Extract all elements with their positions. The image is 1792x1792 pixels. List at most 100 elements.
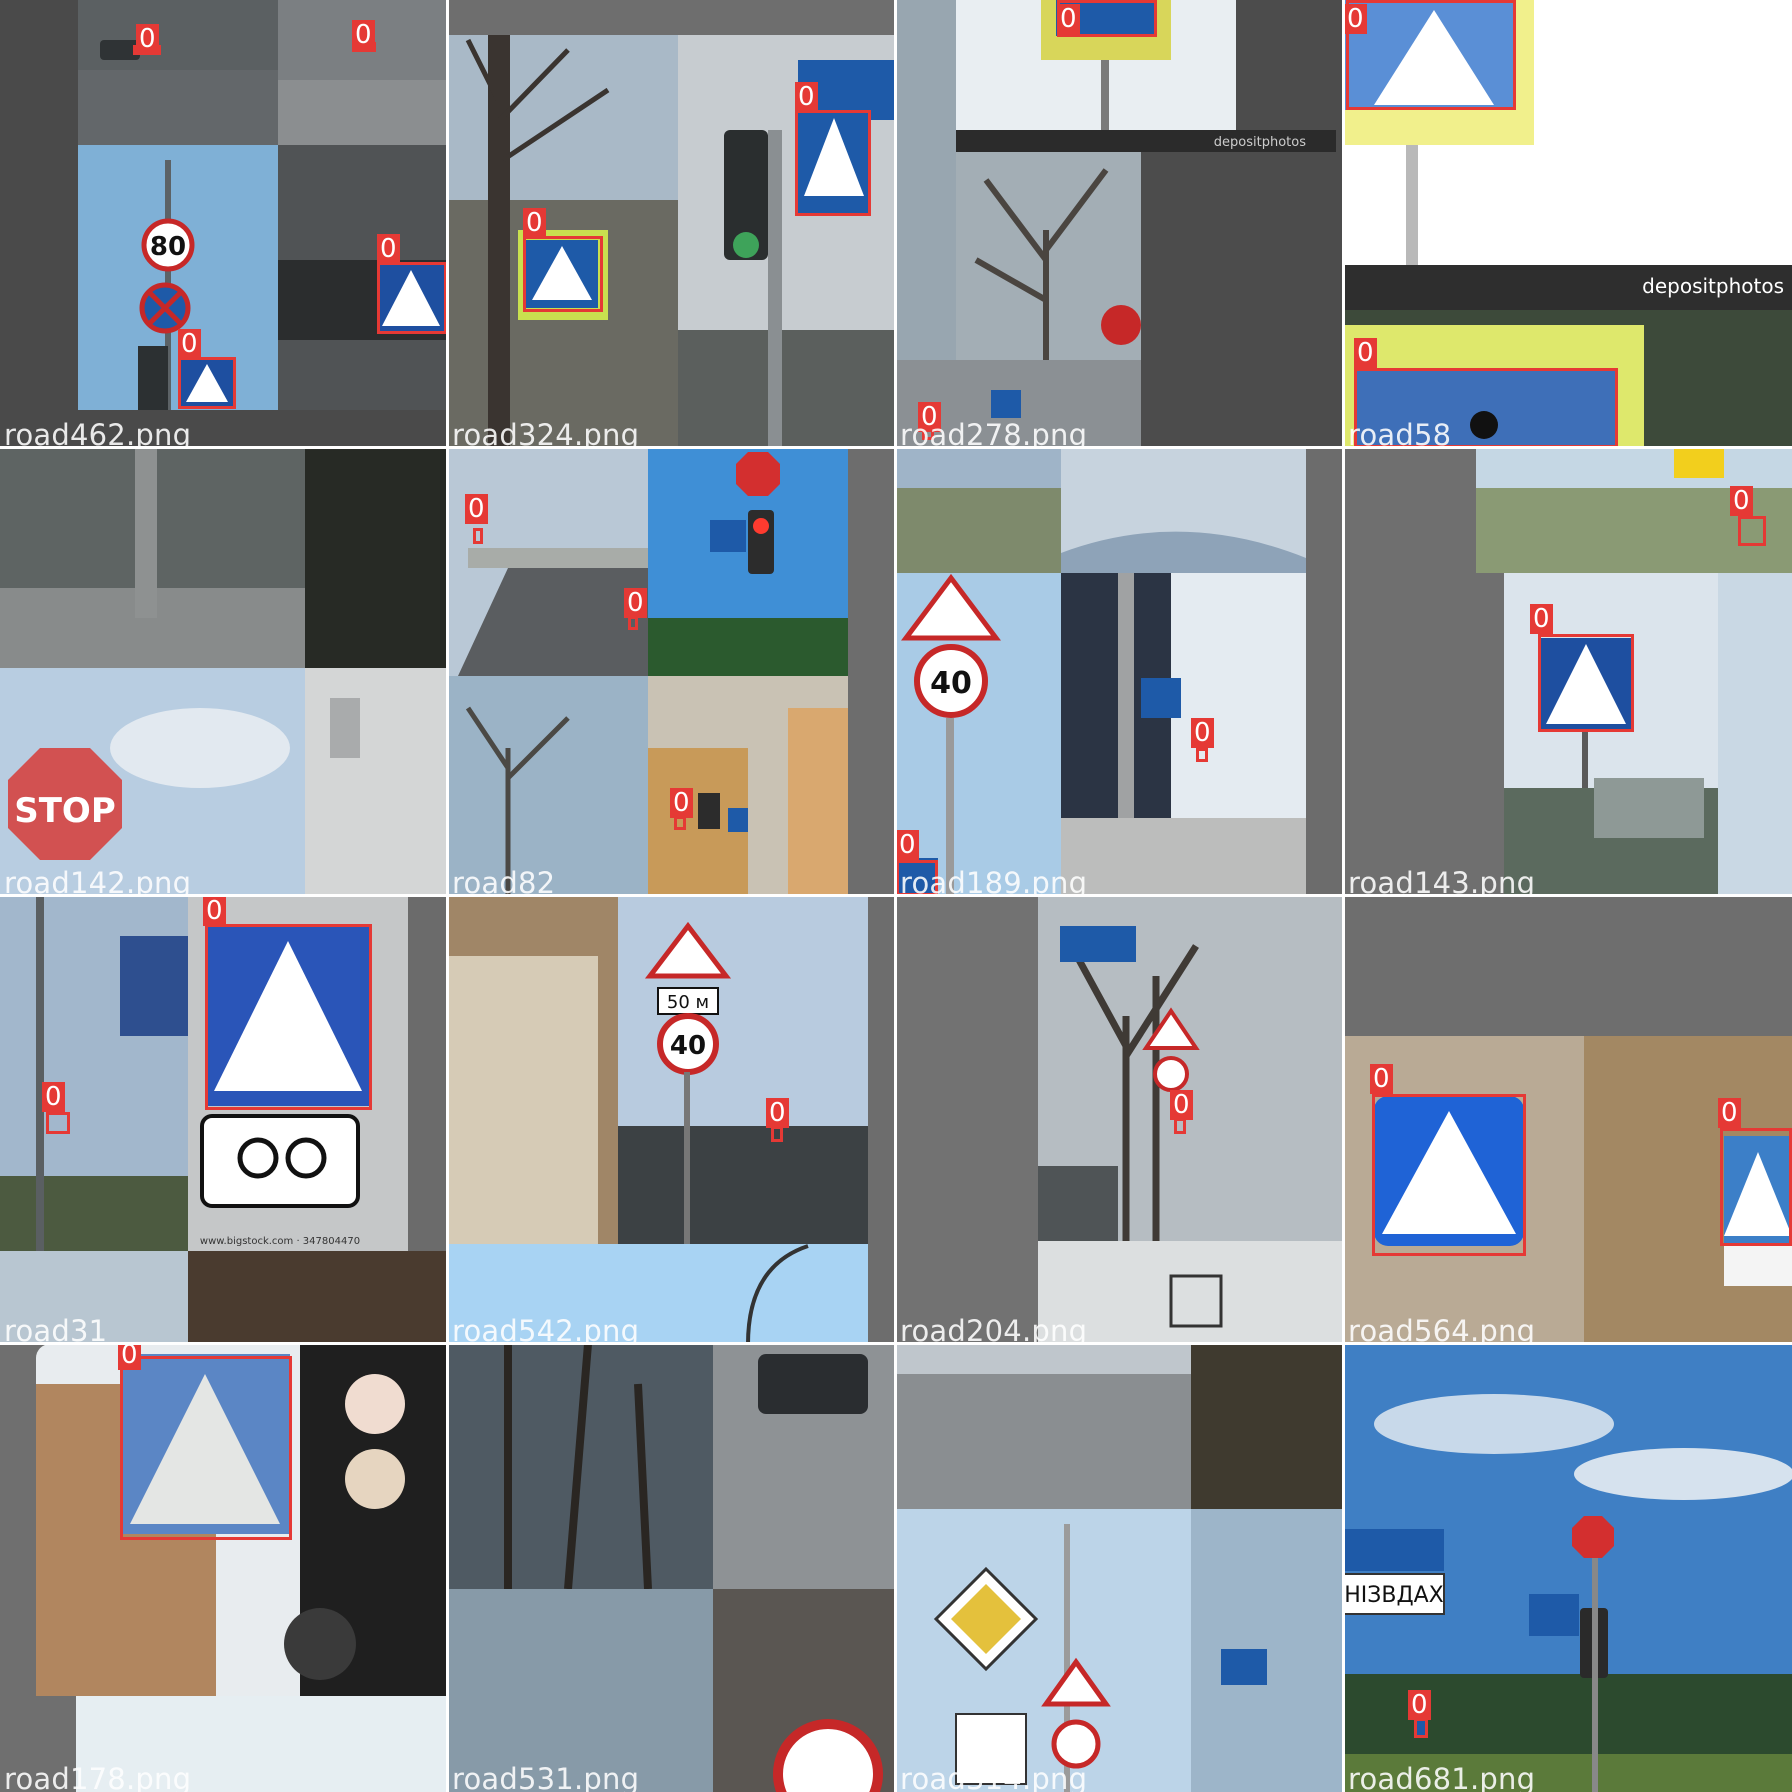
svg-text:50 м: 50 м [667, 992, 709, 1013]
tile-filename: road143.png [1348, 866, 1536, 896]
detection-label: 0 [1718, 1098, 1741, 1128]
svg-text:НІЗВДАХ: НІЗВДАХ [1344, 1583, 1444, 1608]
detection-label: 0 [1408, 1690, 1431, 1720]
tile-image: STOP [0, 448, 448, 896]
detection-label: 0 [352, 20, 375, 50]
tile-image: www.bigstock.com · 347804470 [0, 896, 448, 1344]
tile-image: depositphotos [1344, 0, 1792, 448]
detection-label: 0 [918, 402, 941, 432]
detection-label: 0 [1057, 4, 1080, 34]
detection-label: 0 [42, 1082, 65, 1112]
detection-box [473, 528, 483, 544]
tile-filename: road204.png [900, 1314, 1088, 1344]
tile-filename: road564.png [1348, 1314, 1536, 1344]
detection-label: 0 [1354, 338, 1377, 368]
detection-label: 0 [203, 896, 226, 926]
tile-road204: 0 road204.png [896, 896, 1344, 1344]
tile-filename: road178.png [4, 1762, 192, 1792]
detection-label: 0 [1191, 718, 1214, 748]
tile-road143: 0 0 road143.png [1344, 448, 1792, 896]
detection-label: 0 [766, 1098, 789, 1128]
tile-image [448, 0, 896, 448]
detection-box [1738, 516, 1766, 546]
detection-label: 0 [377, 234, 400, 264]
detection-box [178, 357, 236, 409]
tile-road564: 0 0 road564.png [1344, 896, 1792, 1344]
tile-road142: STOP road142.png [0, 448, 448, 896]
detection-label: 0 [523, 208, 546, 238]
detection-label: 0 [1370, 1064, 1393, 1094]
tile-road462: 80 0 0 0 0 road462.png [0, 0, 448, 448]
tile-image [0, 1344, 448, 1792]
grid-separator [0, 894, 1792, 897]
tile-image: 80 [0, 0, 448, 448]
tile-road178: 0 road178.png [0, 1344, 448, 1792]
detection-box [46, 1112, 70, 1134]
tile-image: 40 [896, 448, 1344, 896]
tile-road189: 40 0 0 road189.png [896, 448, 1344, 896]
svg-text:STOP: STOP [14, 791, 116, 831]
tile-filename: road58 [1348, 418, 1452, 448]
tile-road681: НІЗВДАХ 0 road681.png [1344, 1344, 1792, 1792]
detection-box [1174, 1118, 1186, 1134]
detection-label: 0 [465, 494, 488, 524]
tile-image [448, 448, 896, 896]
tile-road82: 0 0 0 road82 [448, 448, 896, 896]
tile-filename: road31 [4, 1314, 108, 1344]
tile-filename: road142.png [4, 866, 192, 896]
detection-box [120, 1356, 292, 1540]
tile-filename: road542.png [452, 1314, 640, 1344]
detection-label: 0 [1170, 1090, 1193, 1120]
tile-filename: road278.png [900, 418, 1088, 448]
tile-image: 50 м 40 [448, 896, 896, 1344]
detection-label: 0 [670, 788, 693, 818]
detection-label: 0 [896, 830, 919, 860]
tile-filename: road681.png [1348, 1762, 1536, 1792]
tile-filename: road324.png [452, 418, 640, 448]
detection-box [628, 616, 638, 630]
tile-road324: 0 0 road324.png [448, 0, 896, 448]
tile-road542: 50 м 40 0 road542.png [448, 896, 896, 1344]
grid-separator [0, 1342, 1792, 1345]
tile-road531: road531.png [448, 1344, 896, 1792]
detection-label: 0 [1530, 604, 1553, 634]
tile-image [448, 1344, 896, 1792]
tile-filename: road189.png [900, 866, 1088, 896]
tile-road58: depositphotos 0 0 road58 [1344, 0, 1792, 448]
detection-box [674, 816, 686, 830]
detection-box [1720, 1128, 1792, 1246]
svg-text:40: 40 [930, 666, 972, 701]
grid-separator [0, 446, 1792, 449]
tile-filename: road82 [452, 866, 556, 896]
detection-label: 0 [624, 588, 647, 618]
detection-box [1414, 1718, 1428, 1738]
detection-box [205, 924, 372, 1110]
detection-label: 0 [118, 1344, 141, 1370]
detection-box [771, 1126, 783, 1142]
tile-filename: road314.png [900, 1762, 1088, 1792]
detection-box [1196, 748, 1208, 762]
tile-image: depositphotos [896, 0, 1344, 448]
detection-label: 0 [136, 24, 159, 54]
detection-box [1346, 0, 1516, 110]
tile-image [896, 896, 1344, 1344]
svg-text:depositphotos: depositphotos [1642, 274, 1784, 298]
detection-box [1538, 634, 1634, 732]
tile-image [1344, 448, 1792, 896]
tile-image: НІЗВДАХ [1344, 1344, 1792, 1792]
detection-label: 0 [178, 329, 201, 359]
tile-filename: road462.png [4, 418, 192, 448]
svg-text:40: 40 [670, 1031, 706, 1061]
detection-box [795, 110, 871, 216]
tile-image [896, 1344, 1344, 1792]
detection-label: 0 [795, 82, 818, 112]
svg-text:80: 80 [150, 232, 186, 262]
tile-filename: road531.png [452, 1762, 640, 1792]
tile-road278: depositphotos 0 0 road278.png [896, 0, 1344, 448]
detection-box [523, 236, 603, 312]
detection-label: 0 [1344, 4, 1367, 34]
detection-box [377, 262, 447, 334]
tile-road314: road314.png [896, 1344, 1344, 1792]
tile-road31: www.bigstock.com · 347804470 0 0 road31 [0, 896, 448, 1344]
